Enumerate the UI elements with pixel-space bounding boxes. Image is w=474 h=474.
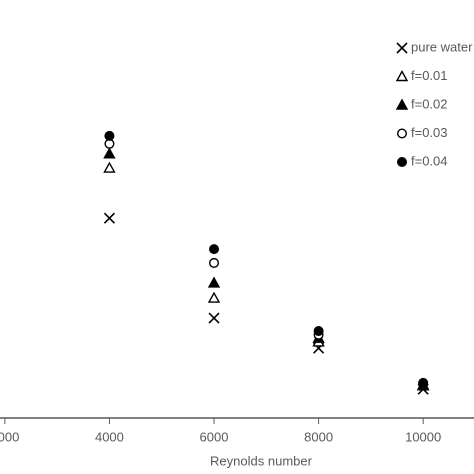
legend-label: f=0.04 <box>411 153 448 168</box>
marker-circle <box>418 377 429 388</box>
x-tick-label: 10000 <box>405 429 441 444</box>
legend-label: f=0.02 <box>411 96 448 111</box>
marker-triangle <box>207 276 221 288</box>
marker-x <box>103 212 116 224</box>
legend-label: pure water <box>411 39 473 54</box>
marker-circle <box>209 257 220 268</box>
marker-circle <box>397 156 408 167</box>
marker-triangle <box>103 147 116 159</box>
x-tick-label: 2000 <box>0 429 19 444</box>
marker-triangle <box>395 98 409 110</box>
marker-x <box>396 42 408 54</box>
x-tick-label: 8000 <box>304 429 333 444</box>
marker-circle <box>104 130 115 141</box>
x-tick-label: 4000 <box>95 429 124 444</box>
marker-circle <box>397 128 408 139</box>
marker-circle <box>209 244 220 255</box>
x-axis-label: Reynolds number <box>210 453 313 468</box>
marker-triangle <box>395 70 409 82</box>
legend-label: f=0.01 <box>411 68 448 83</box>
marker-x <box>208 312 220 324</box>
legend-label: f=0.03 <box>411 125 448 140</box>
marker-triangle <box>207 291 221 303</box>
marker-circle <box>313 326 324 337</box>
marker-triangle <box>103 161 116 173</box>
x-tick-label: 6000 <box>200 429 229 444</box>
